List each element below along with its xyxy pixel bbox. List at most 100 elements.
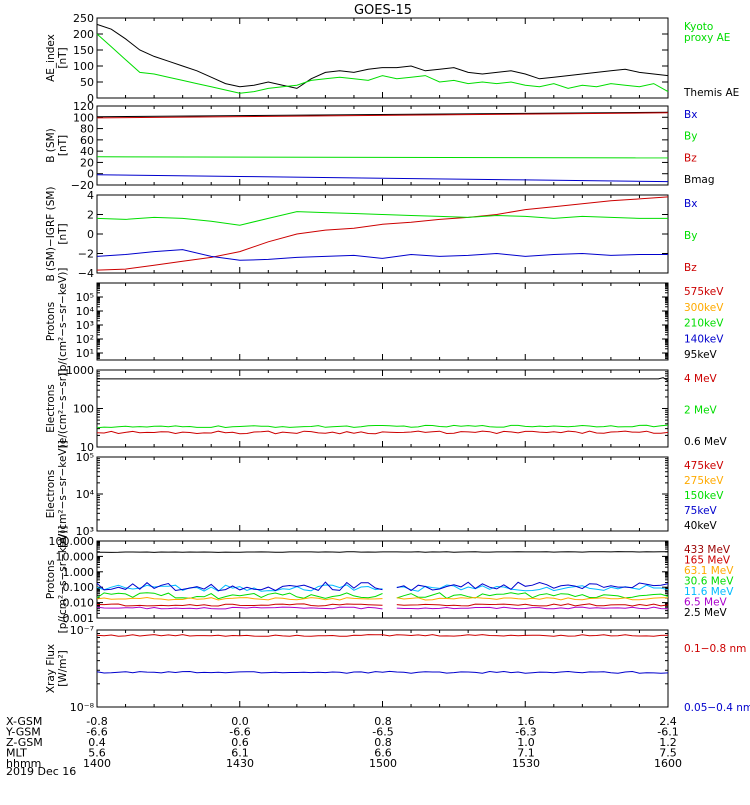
legend-label: 210keV <box>684 318 724 330</box>
y-tick-label: 10⁻⁷ <box>70 624 94 637</box>
series-bmag <box>96 111 669 118</box>
footer-value: -0.8 <box>86 715 107 728</box>
legend-label: Bz <box>684 152 697 164</box>
legend-label: 0.1−0.8 nm <box>684 643 746 655</box>
series-2-mev <box>96 424 669 429</box>
panel-electrons_kev: 10³ 10⁴ 10⁵ Electrons [e/(cm²−s−sr−keV)] 475k… <box>45 440 724 548</box>
panel-frame <box>96 282 669 361</box>
y-axis-label: B (SM)−IGRF (SM) <box>45 186 57 281</box>
footer-value: -6.3 <box>515 726 536 739</box>
y-tick-label: 0 <box>87 168 94 181</box>
y-tick-label: 10⁴ <box>76 305 95 318</box>
footer-value: 1500 <box>369 757 397 770</box>
footer-value: -6.6 <box>86 726 107 739</box>
y-tick-label: 10⁵ <box>76 291 94 304</box>
series-0-05-0-4-nm <box>96 670 669 674</box>
legend-label: 4 MeV <box>684 373 718 385</box>
legend-label: 300keV <box>684 302 724 314</box>
y-tick-label: 250 <box>73 12 94 25</box>
footer-value: 7.1 <box>517 747 535 760</box>
footer-value: 0.6 <box>231 736 249 749</box>
legend-label: By <box>684 131 697 143</box>
legend-label: 475keV <box>684 460 724 472</box>
footer-value: 1400 <box>83 757 111 770</box>
series-bx <box>96 174 669 183</box>
y-tick-label: 0 <box>87 92 94 105</box>
series-bz <box>96 112 669 119</box>
series-4-mev <box>96 430 669 435</box>
y-tick-label: 10⁴ <box>76 488 95 501</box>
panel-frame <box>96 105 669 186</box>
y-tick-label: 120 <box>73 100 94 113</box>
panel-electrons_mev: 10 100 1000 Electrons [e/(cm²−s−sr)] 4 MeV 2 M… <box>45 364 728 454</box>
legend-label: Bx <box>684 109 697 121</box>
footer-value: 7.5 <box>659 747 677 760</box>
footer-row-label: MLT <box>6 747 27 760</box>
footer-row-label: Z-GSM <box>6 736 43 749</box>
legend-label: 2 MeV <box>684 405 718 417</box>
y-tick-label: 4 <box>87 189 94 202</box>
series-kyoto-proxy-ae <box>96 33 669 94</box>
y-axis-label: [nT] <box>57 47 69 68</box>
y-tick-label: −2 <box>78 248 94 261</box>
y-axis-label: AE_index <box>45 34 57 82</box>
legend-label: By <box>684 230 697 242</box>
legend-label: Bmag <box>684 174 715 186</box>
footer-value: 1600 <box>654 757 682 770</box>
y-tick-label: 1.000 <box>63 566 95 579</box>
legend-label: 150keV <box>684 490 724 502</box>
legend-label: 165 MeV <box>684 555 731 567</box>
y-tick-label: 0 <box>87 228 94 241</box>
panel-frame <box>96 456 669 532</box>
date-label: 2019 Dec 16 <box>6 765 76 778</box>
y-axis-label: [nT] <box>57 223 69 244</box>
y-tick-label: 10⁵ <box>76 451 94 464</box>
y-tick-label: −4 <box>78 267 94 280</box>
legend-label: 95keV <box>684 349 718 361</box>
y-tick-label: 100 <box>73 403 94 416</box>
y-tick-label: 10.000 <box>56 550 95 563</box>
y-tick-label: 20 <box>80 156 94 169</box>
panel-frame <box>96 629 669 708</box>
legend-label: 575keV <box>684 286 724 298</box>
footer-value: 1.0 <box>517 736 535 749</box>
legend-label: 11.6 MeV <box>684 586 734 598</box>
panel-xray: 10⁻⁸ 10⁻⁷ Xray Flux [W/m²] 0.1−0.8 nm 0.05−0.… <box>45 624 750 714</box>
footer-value: 2.4 <box>659 715 677 728</box>
series-2-5-mev <box>97 551 669 553</box>
legend-label: 75keV <box>684 505 718 517</box>
ephemeris-footer: X-GSM -0.8 0.0 0.8 1.6 2.4 Y-GSM -6.6 -6.6 -6.5 -6… <box>5 715 682 770</box>
y-tick-label: 2 <box>87 209 94 222</box>
y-axis-label: [p/(cm²−s−sr−keV)] <box>57 268 69 376</box>
y-tick-label: 1000 <box>66 364 94 377</box>
y-axis-label: [p/(cm²−s−sr−keV)] <box>57 526 69 634</box>
legend-label: proxy AE <box>684 32 730 44</box>
y-tick-label: −20 <box>71 179 94 192</box>
panel-frame <box>96 369 669 448</box>
y-axis-label: Protons <box>45 302 57 341</box>
series-by <box>96 211 668 226</box>
y-axis-label: [e/(cm²−s−sr−keV)] <box>57 440 69 548</box>
series-0-6-mev <box>97 377 669 382</box>
y-tick-label: 10 <box>80 441 94 454</box>
y-tick-label: 80 <box>80 123 94 136</box>
y-axis-label: Electrons <box>45 470 57 519</box>
footer-value: 5.6 <box>88 747 106 760</box>
y-tick-label: 10¹ <box>76 347 94 360</box>
legend-label: 275keV <box>684 475 724 487</box>
y-tick-label: 0.010 <box>63 597 95 610</box>
series-bx <box>96 249 668 261</box>
series-0-1-0-8-nm <box>96 634 669 637</box>
series-433-mev <box>96 606 669 610</box>
legend-label: Kyoto <box>684 21 713 33</box>
legend-label: 433 MeV <box>684 544 731 556</box>
legend-label: 40keV <box>684 520 718 532</box>
series-bz <box>96 196 669 271</box>
footer-value: 1.6 <box>517 715 535 728</box>
footer-value: -6.5 <box>372 726 393 739</box>
legend-label: 0.05−0.4 nm <box>684 702 750 714</box>
series-165-mev <box>96 603 669 607</box>
